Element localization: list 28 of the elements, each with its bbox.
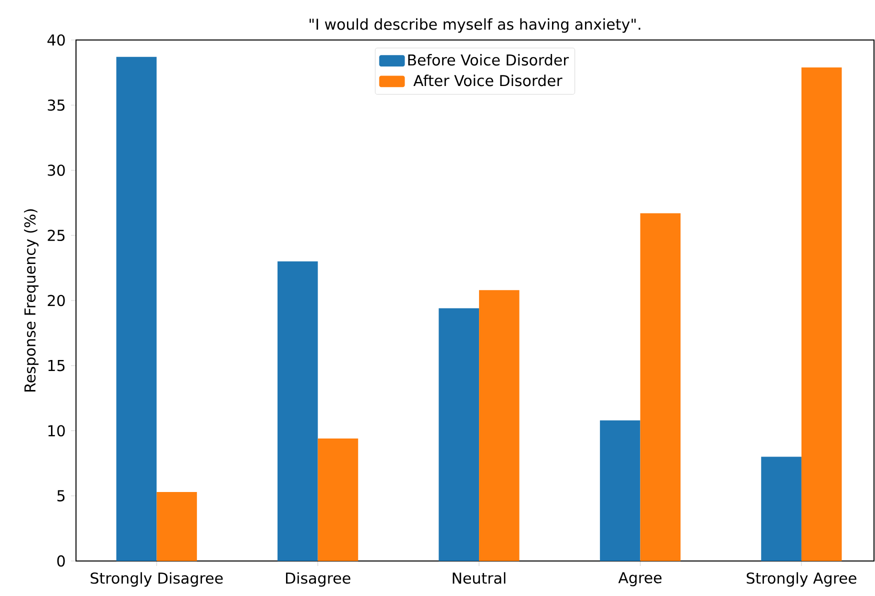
legend-label: After Voice Disorder xyxy=(413,74,562,86)
x-tick-label: Strongly Agree xyxy=(746,572,856,587)
bar xyxy=(278,261,318,561)
bar xyxy=(640,213,681,561)
bar xyxy=(156,492,197,561)
x-tick-label: Neutral xyxy=(452,572,506,584)
y-tick-label: 5 xyxy=(57,490,64,502)
y-tick-label: 30 xyxy=(48,164,65,176)
legend-label: Before Voice Disorder xyxy=(408,54,569,66)
bar xyxy=(761,456,802,561)
y-tick-label: 15 xyxy=(48,360,64,372)
x-tick-label: Disagree xyxy=(286,572,350,587)
y-tick-label: 40 xyxy=(47,34,65,46)
bar xyxy=(600,420,640,561)
x-tick-label: Strongly Disagree xyxy=(90,572,223,587)
bar xyxy=(116,56,157,561)
y-tick-label: 0 xyxy=(57,555,65,567)
x-tick-label: Agree xyxy=(618,572,662,586)
y-tick-label: 20 xyxy=(48,294,65,306)
y-tick-label: 10 xyxy=(48,425,65,436)
bar xyxy=(318,438,358,561)
y-tick-label: 35 xyxy=(48,99,64,111)
bar xyxy=(801,67,842,561)
bar xyxy=(438,308,480,561)
y-axis-title: Response Frequency (%) xyxy=(24,209,39,392)
bar xyxy=(479,290,520,561)
y-tick-label: 25 xyxy=(48,230,64,242)
chart-title: "I would describe myself as having anxiety". xyxy=(310,18,640,33)
